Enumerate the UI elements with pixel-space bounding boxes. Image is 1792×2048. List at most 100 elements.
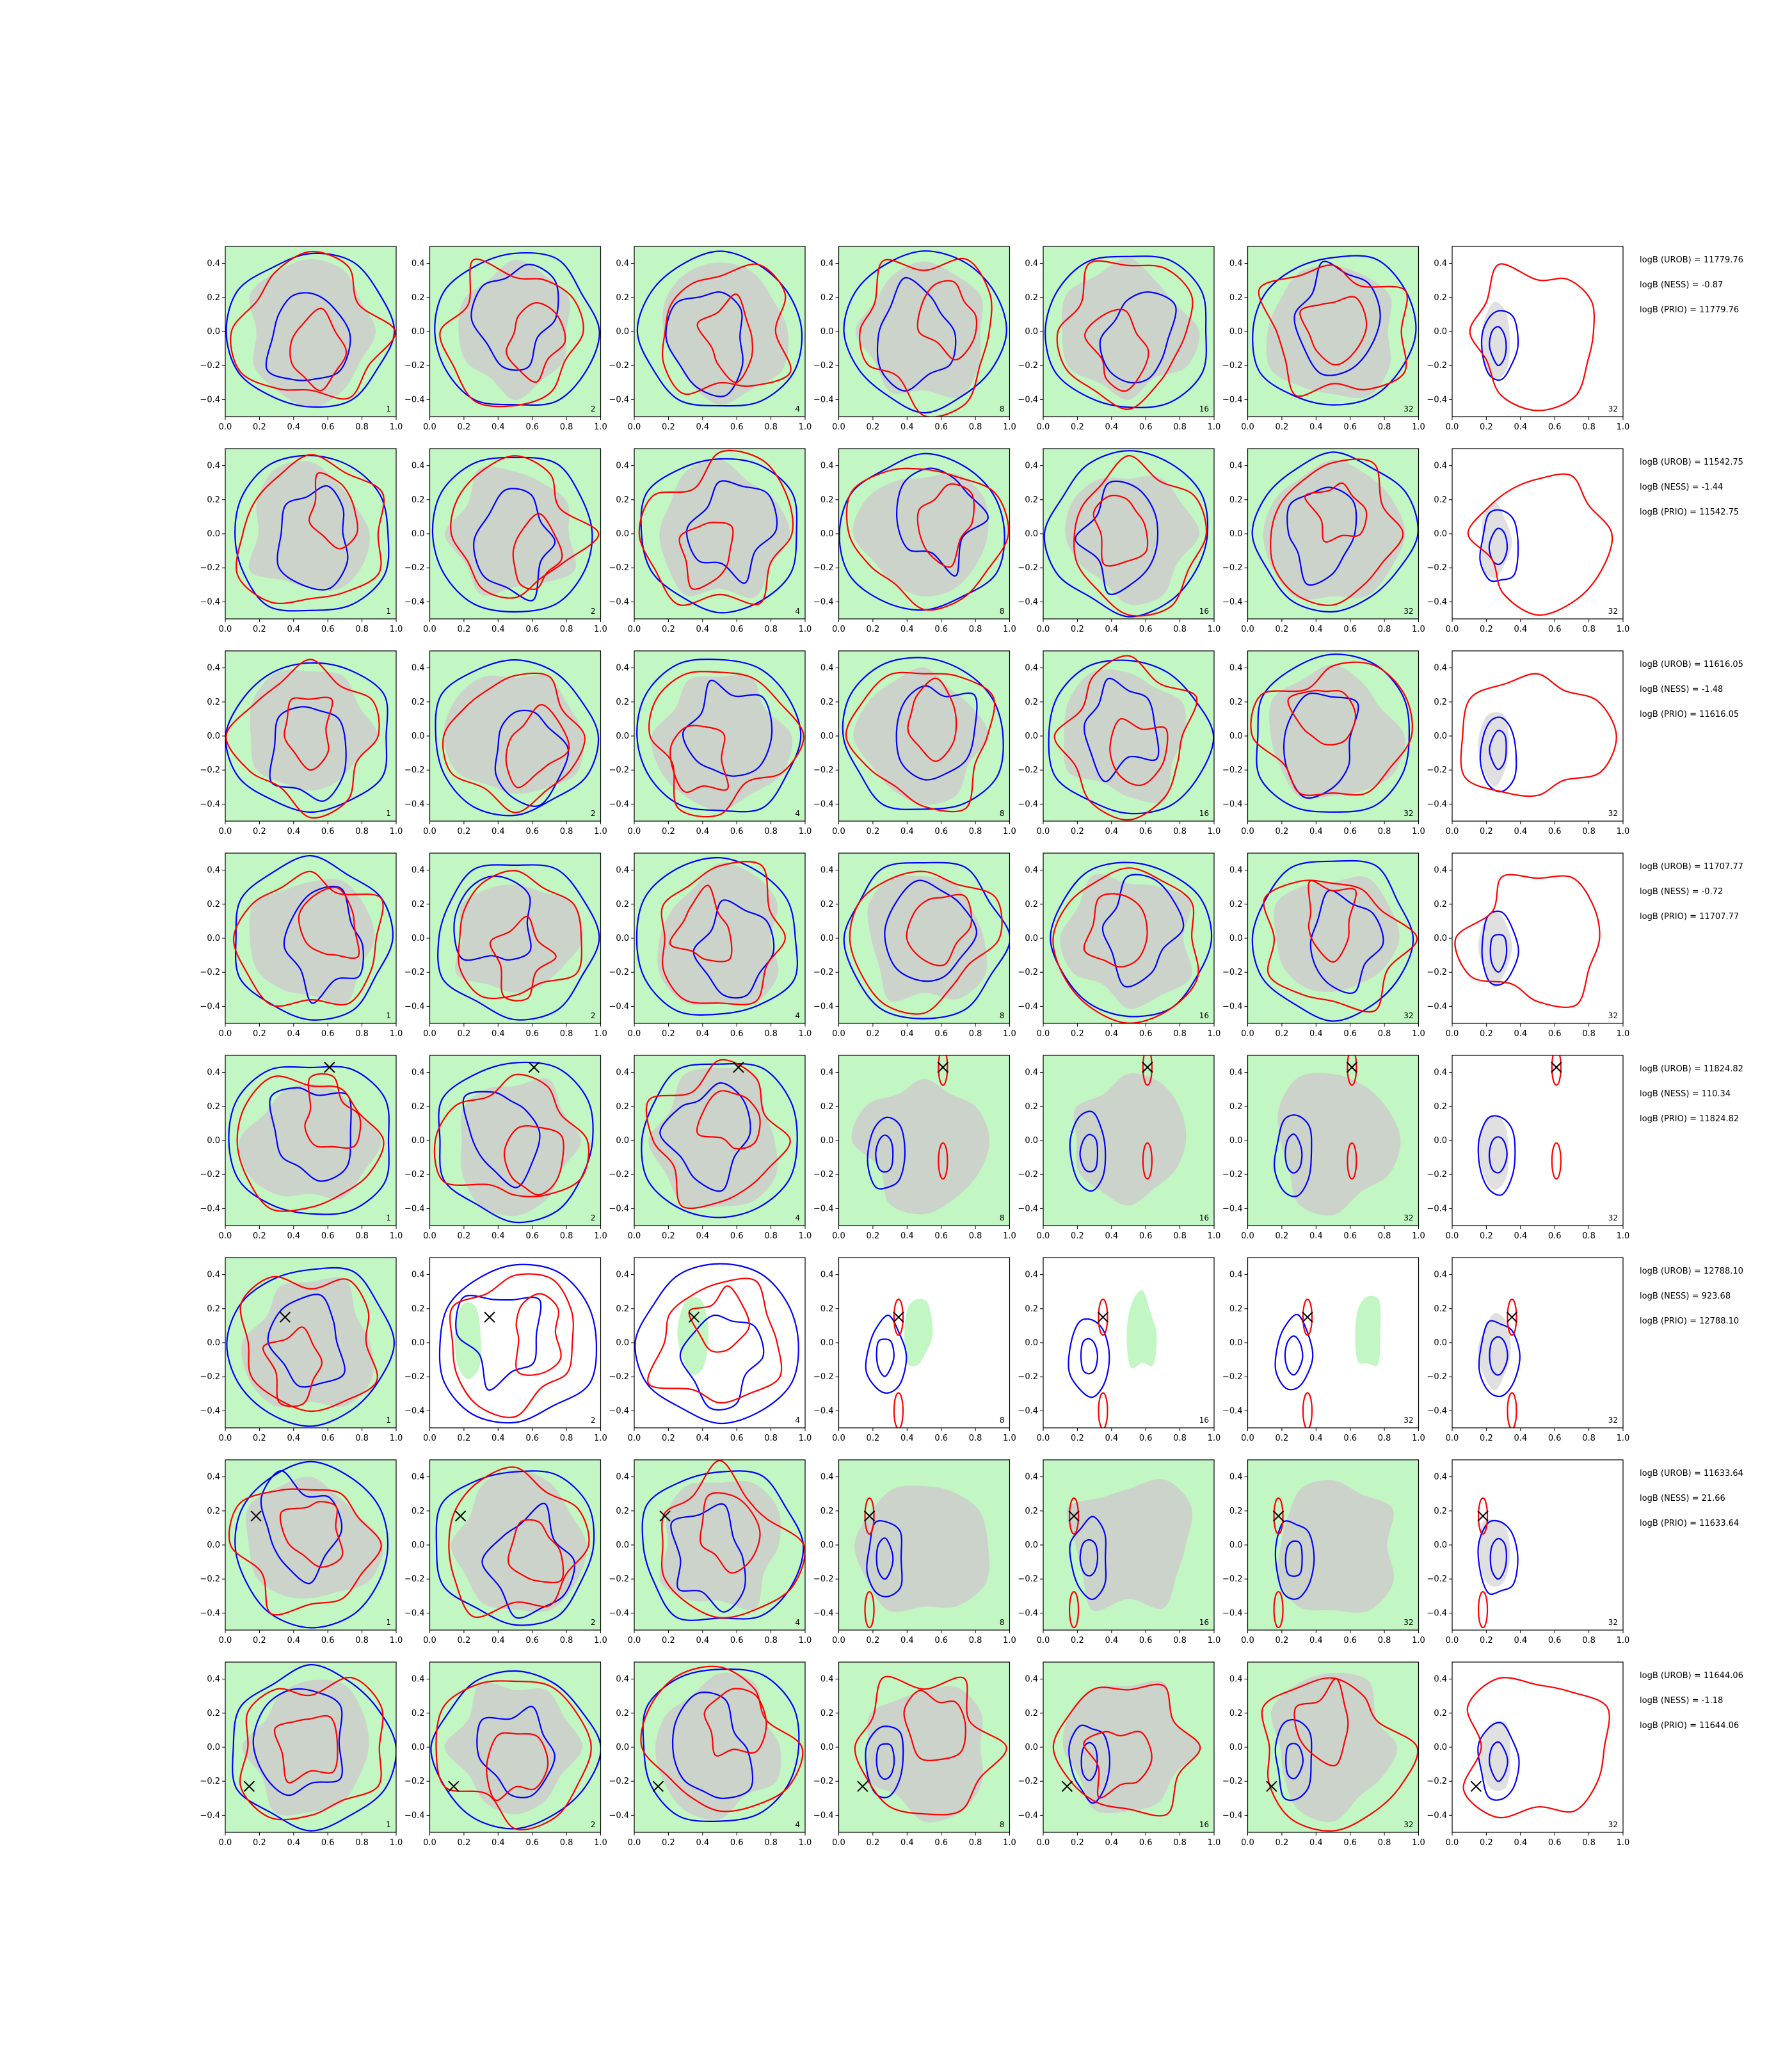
x-tick-label: 0.6 <box>1343 1029 1357 1039</box>
red-contour <box>1261 1677 1419 1832</box>
panel-number: 2 <box>591 404 596 413</box>
plot-area <box>838 246 1010 417</box>
density-fill <box>1277 1480 1395 1613</box>
y-tick-label: 0.2 <box>1229 1709 1243 1718</box>
y-tick-label: 0.0 <box>412 934 425 943</box>
y-tick-label: 0.0 <box>207 934 220 943</box>
x-tick-label: 0.6 <box>1343 625 1357 634</box>
red-contour <box>1469 263 1596 412</box>
blue-contour <box>1274 1520 1315 1600</box>
y-tick-label: 0.0 <box>616 1338 629 1348</box>
red-contour <box>645 1059 791 1210</box>
y-tick-label: −0.2 <box>813 1574 834 1584</box>
true-parameter-marker <box>243 1780 255 1792</box>
y-tick-label: 0.4 <box>1434 259 1447 269</box>
subplot: 0.0 0.2 0.4 0.6 0.8 1.0 0.4 0.2 0.0 −0.2 −0.4 4 <box>609 448 812 634</box>
x-tick-label: 0.0 <box>1241 1231 1254 1241</box>
red-contour <box>239 1276 378 1412</box>
red-contour <box>1507 1299 1517 1336</box>
x-tick-label: 0.4 <box>492 1636 505 1645</box>
x-tick-label: 0.2 <box>867 1029 880 1039</box>
y-tick-label: 0.2 <box>1229 1102 1243 1112</box>
logb-stat: logB (UROB) = 11707.77 <box>1640 862 1743 872</box>
blue-contour <box>1099 291 1177 384</box>
x-tick-label: 0.4 <box>1105 1838 1118 1848</box>
logb-stat: logB (NESS) = -1.48 <box>1640 685 1723 694</box>
x-tick-label: 0.0 <box>219 827 232 836</box>
subplot: 0.0 0.2 0.4 0.6 0.8 1.0 0.4 0.2 0.0 −0.2 −0.4 8 <box>813 650 1016 836</box>
plot-area <box>1247 651 1419 821</box>
y-tick-label: −0.2 <box>1018 1170 1038 1180</box>
panel-number: 2 <box>591 607 596 616</box>
x-tick-label: 0.0 <box>832 827 845 836</box>
blue-contour <box>1079 1133 1099 1172</box>
y-tick-label: 0.4 <box>1229 866 1243 876</box>
red-contour <box>506 301 566 383</box>
blue-contour <box>641 1470 804 1621</box>
subplot: 0.0 0.2 0.4 0.6 0.8 1.0 0.4 0.2 0.0 −0.2 −0.4 2 <box>404 1459 607 1645</box>
blue-contour <box>884 879 978 982</box>
panel-number: 8 <box>1000 1213 1005 1222</box>
density-fill <box>241 1277 374 1407</box>
x-tick-label: 0.4 <box>287 827 300 836</box>
y-tick-label: 0.4 <box>207 1270 220 1280</box>
blue-contour <box>1069 1516 1107 1600</box>
y-tick-label: 0.4 <box>616 461 629 471</box>
density-fill <box>249 879 375 1004</box>
y-tick-label: −0.2 <box>609 1372 629 1382</box>
x-tick-label: 1.0 <box>799 422 812 432</box>
x-tick-label: 0.6 <box>525 625 539 634</box>
y-tick-label: 0.4 <box>616 1675 629 1684</box>
red-contour <box>503 1125 564 1196</box>
x-tick-label: 0.4 <box>696 1231 709 1241</box>
axes-frame <box>1452 246 1624 417</box>
x-tick-label: 0.6 <box>525 1434 539 1443</box>
x-tick-label: 1.0 <box>1003 1838 1016 1848</box>
y-tick-label: −0.4 <box>1427 1204 1447 1213</box>
plot-area <box>1043 651 1214 821</box>
red-contour <box>916 483 975 568</box>
x-tick-label: 0.2 <box>253 1838 266 1848</box>
x-tick-label: 0.6 <box>525 1231 539 1241</box>
blue-contour <box>1043 450 1209 618</box>
y-tick-label: 0.4 <box>820 461 834 471</box>
true-parameter-marker <box>863 1510 876 1522</box>
y-tick-label: −0.4 <box>200 1608 220 1618</box>
y-tick-label: 0.0 <box>207 529 220 539</box>
subplot: 0.0 0.2 0.4 0.6 0.8 1.0 0.4 0.2 0.0 −0.2 −0.4 8 <box>813 1459 1016 1645</box>
plot-area <box>1247 853 1419 1023</box>
red-contour <box>1293 1678 1349 1767</box>
x-tick-label: 0.2 <box>1480 1029 1493 1039</box>
red-contour <box>938 1055 948 1086</box>
red-contour <box>906 893 973 966</box>
y-tick-label: 0.4 <box>207 664 220 673</box>
panel-number: 2 <box>591 1416 596 1425</box>
x-tick-label: 1.0 <box>1003 1029 1016 1039</box>
red-contour <box>893 1299 904 1336</box>
plot-area <box>1043 1460 1214 1630</box>
x-tick-label: 0.2 <box>1276 827 1289 836</box>
x-tick-label: 0.8 <box>355 1838 369 1848</box>
x-tick-label: 0.6 <box>321 422 335 432</box>
red-contour <box>298 886 360 959</box>
plot-area <box>634 246 805 417</box>
x-tick-label: 0.8 <box>1582 625 1596 634</box>
x-tick-label: 0.4 <box>900 422 914 432</box>
y-tick-label: 0.0 <box>1025 1540 1038 1550</box>
density-fill <box>1064 669 1186 803</box>
x-tick-label: 0.4 <box>1105 1231 1118 1241</box>
y-tick-label: 0.2 <box>412 1304 425 1314</box>
subplot: 0.0 0.2 0.4 0.6 0.8 1.0 0.4 0.2 0.0 −0.2 −0.4 1 <box>200 448 403 634</box>
panel-number: 32 <box>1404 1213 1413 1222</box>
subplot: 0.0 0.2 0.4 0.6 0.8 1.0 0.4 0.2 0.0 −0.2 −0.4 4 <box>609 852 812 1039</box>
y-tick-label: 0.4 <box>1434 664 1447 673</box>
y-tick-label: −0.2 <box>200 1777 220 1786</box>
subplot: 0.0 0.2 0.4 0.6 0.8 1.0 0.4 0.2 0.0 −0.2 −0.4 16 <box>1018 448 1220 634</box>
y-tick-label: 0.0 <box>1025 1743 1038 1752</box>
x-tick-label: 0.6 <box>1139 1636 1153 1645</box>
x-tick-label: 0.0 <box>628 1636 641 1645</box>
red-contour <box>903 1690 966 1761</box>
panel-number: 1 <box>386 809 391 818</box>
red-contour <box>907 677 957 762</box>
